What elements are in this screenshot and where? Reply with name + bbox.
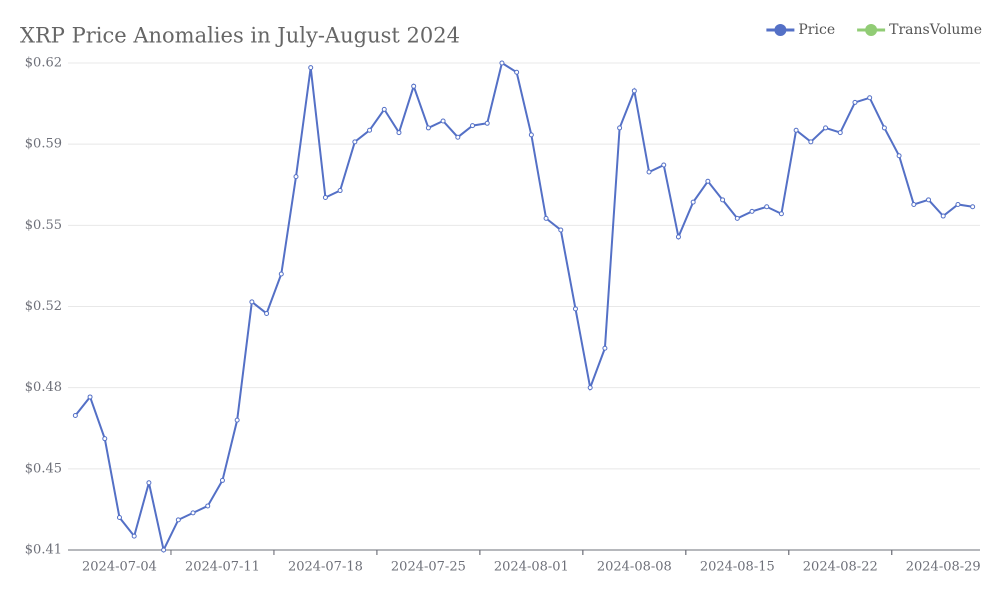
data-point [955,201,961,207]
data-point [440,118,446,124]
data-point [514,69,520,75]
data-point [852,99,858,105]
x-tick-label: 2024-07-11 [185,560,260,575]
data-point [470,123,476,129]
data-point [146,480,152,486]
data-point [352,139,358,145]
data-point [793,127,799,133]
data-point [190,510,196,516]
y-tick-label: $0.55 [25,218,62,233]
data-point [484,120,490,126]
data-point [425,125,431,131]
data-point [881,125,887,131]
data-point [896,153,902,159]
legend-icon-dot [865,24,878,36]
data-point [322,195,328,201]
data-point [293,174,299,180]
data-point [558,227,564,233]
data-point [572,306,578,312]
data-point [617,125,623,131]
data-point [631,88,637,94]
data-point [367,127,373,133]
data-point [602,345,608,351]
data-point [970,204,976,210]
data-point [587,385,593,391]
data-point [499,60,505,66]
y-tick-label: $0.52 [25,299,62,314]
data-point [646,169,652,175]
x-tick-label: 2024-08-29 [906,560,981,575]
x-tick-label: 2024-07-04 [82,560,157,575]
data-point [661,162,667,168]
x-tick-label: 2024-08-01 [494,560,569,575]
legend-item: TransVolume [857,22,982,38]
data-point [337,188,343,194]
data-point [219,477,225,483]
data-point [675,234,681,240]
legend-text: Price [798,22,835,38]
data-point [808,139,814,145]
data-point [455,134,461,140]
data-point [249,299,255,305]
data-point [234,417,240,423]
x-tick-label: 2024-07-18 [288,560,363,575]
data-point [690,199,696,205]
data-point [720,197,726,203]
data-point [778,211,784,217]
data-point [734,215,740,221]
data-point [87,394,93,400]
data-point [867,95,873,101]
data-point [911,201,917,207]
data-point [528,132,534,138]
data-point [837,130,843,136]
y-tick-label: $0.45 [25,461,62,476]
data-point [411,83,417,89]
data-point [116,515,122,521]
data-point [205,503,211,509]
legend-item: Price [766,22,835,38]
data-point [543,215,549,221]
x-tick-label: 2024-07-25 [391,560,466,575]
x-tick-label: 2024-08-08 [597,560,672,575]
data-point [705,178,711,184]
x-tick-label: 2024-08-22 [803,560,878,575]
legend-text: TransVolume [889,22,982,38]
legend-icon-dot [774,24,787,36]
x-tick-label: 2024-08-15 [700,560,775,575]
chart-title: XRP Price Anomalies in July-August 2024 [20,24,460,48]
data-point [264,310,270,316]
data-point [381,106,387,112]
data-point [926,197,932,203]
data-point [396,130,402,136]
y-tick-label: $0.59 [25,137,62,152]
data-point [72,412,78,418]
data-point [278,271,284,277]
data-point [940,213,946,219]
data-point [308,65,314,71]
data-point [823,125,829,131]
data-point [764,204,770,210]
data-point [175,517,181,523]
data-point [749,208,755,214]
data-point [102,436,108,442]
data-point [131,533,137,539]
data-point [161,547,167,553]
y-tick-label: $0.48 [25,380,62,395]
series-line [74,61,973,554]
y-tick-label: $0.41 [25,543,62,558]
y-tick-label: $0.62 [25,56,62,71]
